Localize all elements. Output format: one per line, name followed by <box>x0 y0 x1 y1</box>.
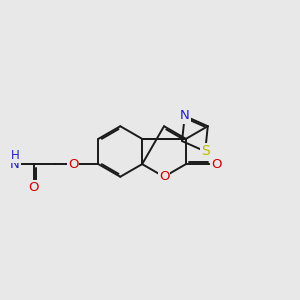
Text: H: H <box>10 150 20 163</box>
Text: N: N <box>10 158 20 171</box>
Text: O: O <box>211 158 222 171</box>
Text: O: O <box>68 158 78 171</box>
Text: H: H <box>11 149 20 162</box>
Text: S: S <box>201 144 209 158</box>
Text: O: O <box>29 181 39 194</box>
Text: O: O <box>159 170 169 183</box>
Text: N: N <box>180 110 190 122</box>
